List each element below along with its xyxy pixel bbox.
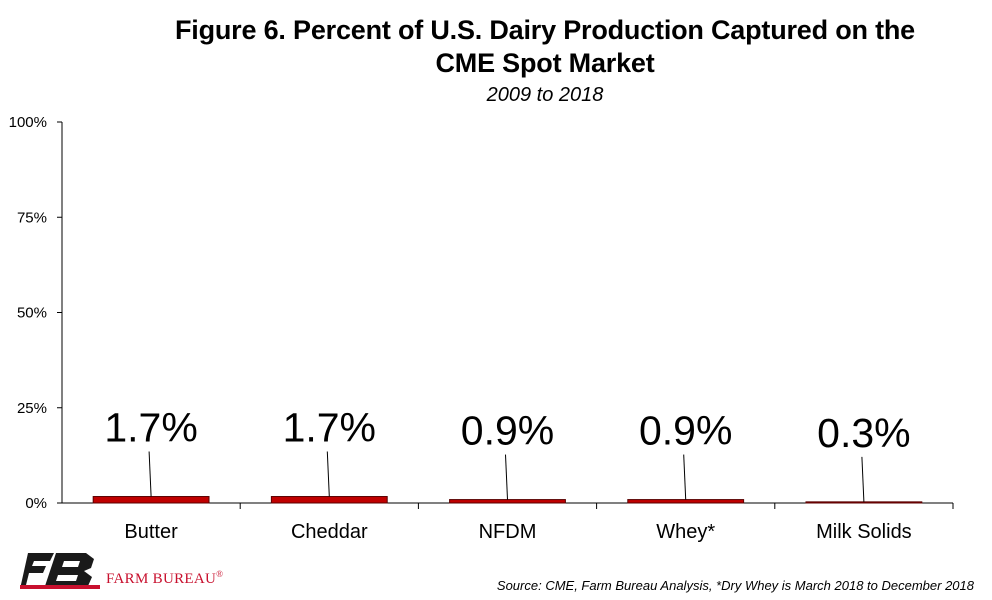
bar	[805, 501, 923, 504]
data-label: 1.7%	[283, 405, 376, 451]
data-label-leader	[148, 451, 152, 497]
x-tick-label: Whey*	[656, 521, 715, 543]
bar	[92, 496, 210, 504]
registered-mark: ®	[216, 569, 224, 579]
bar	[270, 496, 388, 504]
data-label: 0.9%	[461, 408, 554, 454]
y-tick-label: 100%	[9, 114, 47, 131]
data-label-leader	[326, 451, 330, 497]
chart-subtitle: 2009 to 2018	[486, 84, 604, 106]
data-label: 0.3%	[817, 410, 910, 456]
farm-bureau-logo-icon	[20, 553, 100, 589]
data-label-leader	[683, 454, 687, 500]
y-tick-label: 0%	[25, 495, 47, 512]
chart-title: Figure 6. Percent of U.S. Dairy Producti…	[120, 14, 970, 80]
chart-title-line-2: CME Spot Market	[435, 48, 655, 78]
data-label-leader	[861, 456, 865, 502]
data-label: 0.9%	[639, 408, 732, 454]
x-tick-label: Milk Solids	[816, 521, 912, 543]
x-tick-label: Butter	[124, 521, 178, 543]
bar	[627, 499, 745, 504]
x-tick-label: Cheddar	[291, 521, 368, 543]
data-label: 1.7%	[104, 405, 197, 451]
y-tick-label: 25%	[17, 400, 47, 417]
y-tick-label: 50%	[17, 305, 47, 322]
y-tick-label: 75%	[17, 209, 47, 226]
brand-name: FARM BUREAU®	[106, 569, 223, 588]
chart-title-line-1: Figure 6. Percent of U.S. Dairy Producti…	[175, 15, 915, 45]
x-tick-label: NFDM	[479, 521, 537, 543]
source-note: Source: CME, Farm Bureau Analysis, *Dry …	[496, 578, 974, 593]
brand-name-text: FARM BUREAU	[106, 571, 217, 587]
bar	[449, 499, 566, 504]
data-label-leader	[505, 454, 508, 500]
